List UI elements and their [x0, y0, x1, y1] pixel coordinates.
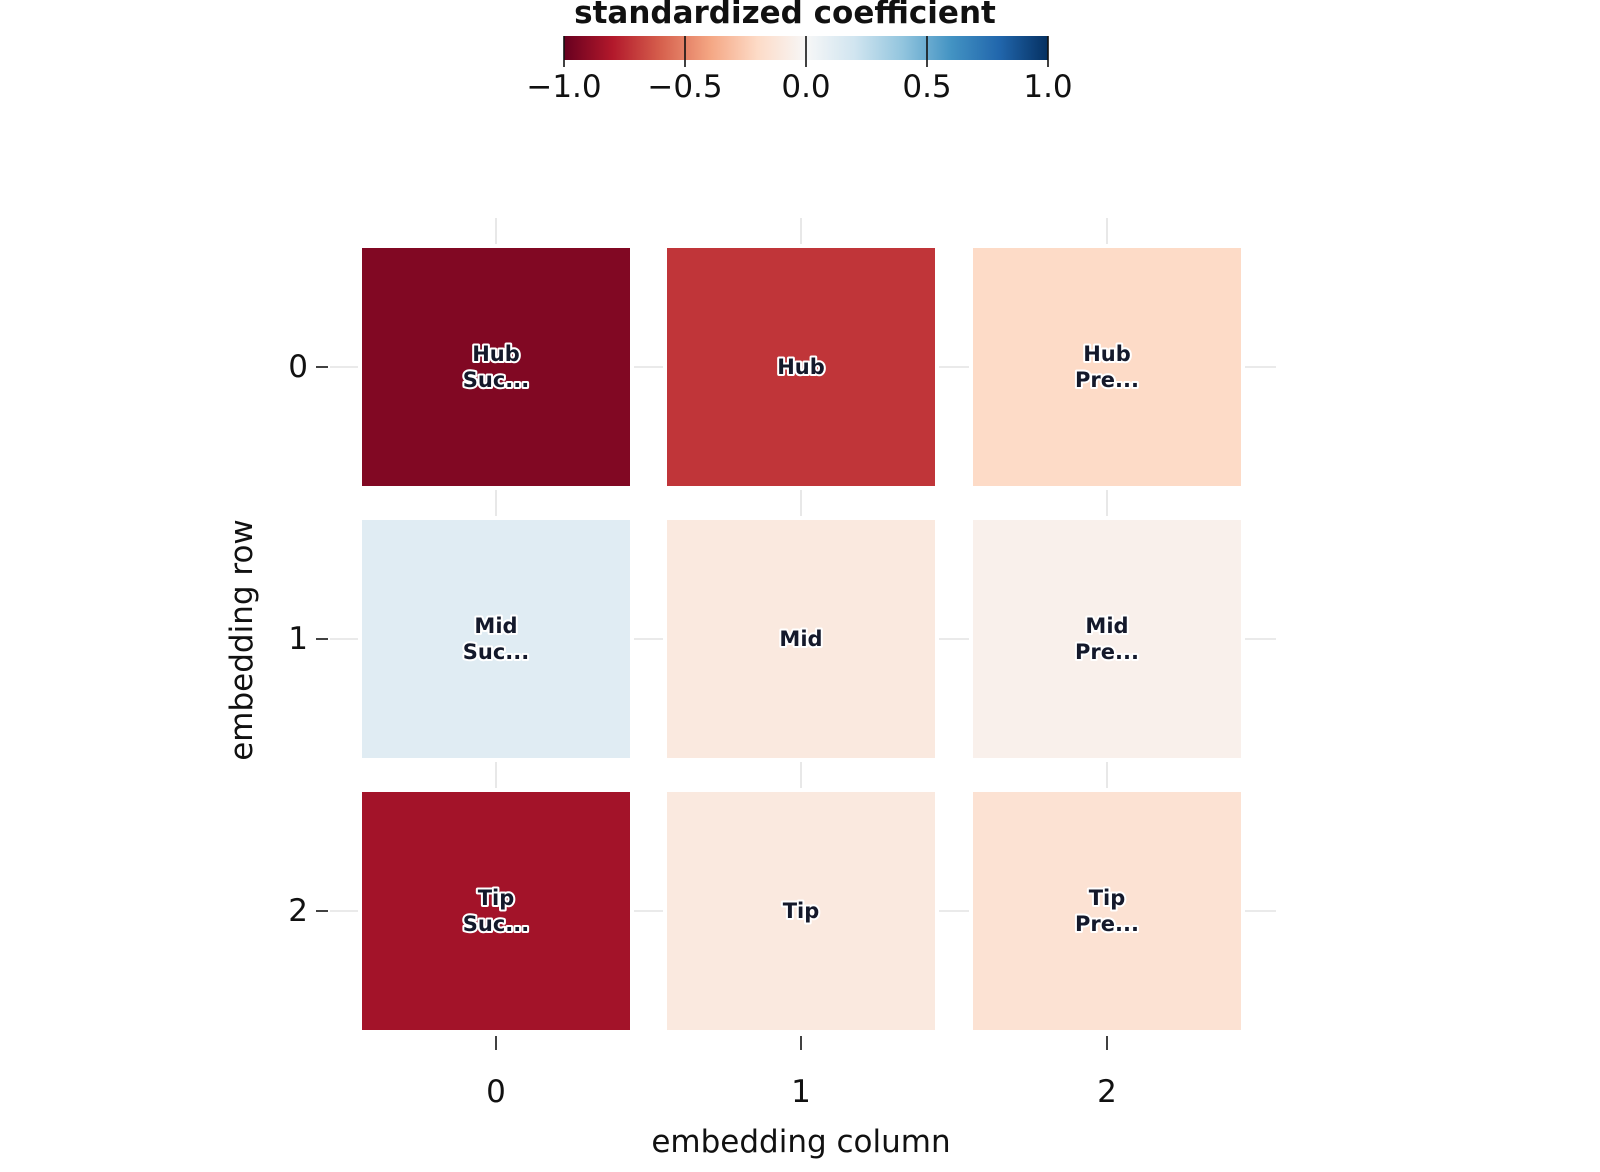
cell-label: Mid — [1085, 614, 1128, 638]
colorbar-tick-label: 0.5 — [902, 69, 951, 105]
colorbar-title: standardized coefficient — [574, 0, 996, 31]
heatmap-cell — [358, 516, 634, 762]
cell-label: Suc... — [463, 912, 529, 936]
heatmap-cell — [969, 788, 1245, 1034]
colorbar-tick-label: 0.0 — [781, 69, 830, 105]
heatmap-cell — [663, 788, 939, 1034]
cell-label: Hub — [1083, 342, 1131, 366]
heatmap-cell — [358, 788, 634, 1034]
cell-label: Tip — [1089, 886, 1126, 910]
heatmap-cell — [358, 244, 634, 490]
colorbar-tick-label: −1.0 — [526, 69, 601, 105]
heatmap-cell — [969, 244, 1245, 490]
cell-label: Pre... — [1075, 368, 1139, 392]
cell-label: Hub — [777, 355, 825, 379]
colorbar-tick-label: −0.5 — [647, 69, 722, 105]
cell-label: Mid — [779, 627, 822, 651]
colorbar: standardized coefficient −1.0 −0.5 0.0 0.5 1… — [526, 0, 1072, 105]
y-tick-label: 0 — [288, 349, 308, 385]
y-axis-title: embedding row — [224, 519, 260, 761]
cell-label: Suc... — [463, 368, 529, 392]
axes: 0 1 2 0 1 2 — [288, 349, 1117, 1110]
heatmap-cell — [663, 244, 939, 490]
x-tick-label: 1 — [791, 1074, 811, 1110]
cell-label: Mid — [474, 614, 517, 638]
cell-label: Tip — [783, 899, 820, 923]
x-tick-label: 0 — [486, 1074, 506, 1110]
colorbar-tick-label: 1.0 — [1023, 69, 1072, 105]
colorbar-ticks: −1.0 −0.5 0.0 0.5 1.0 — [526, 36, 1073, 105]
x-tick-label: 2 — [1097, 1074, 1117, 1110]
cell-label: Tip — [478, 886, 515, 910]
cell-label: Hub — [472, 342, 520, 366]
cell-label: Pre... — [1075, 640, 1139, 664]
heatmap-cells: HubSuc...HubHubPre...MidSuc...MidMidPre.… — [358, 244, 1245, 1034]
heatmap-cell — [969, 516, 1245, 762]
x-axis-title: embedding column — [651, 1124, 950, 1160]
y-tick-label: 1 — [288, 621, 308, 657]
cell-label: Pre... — [1075, 912, 1139, 936]
cell-label: Suc... — [463, 640, 529, 664]
heatmap-cell — [663, 516, 939, 762]
y-tick-label: 2 — [288, 893, 308, 929]
